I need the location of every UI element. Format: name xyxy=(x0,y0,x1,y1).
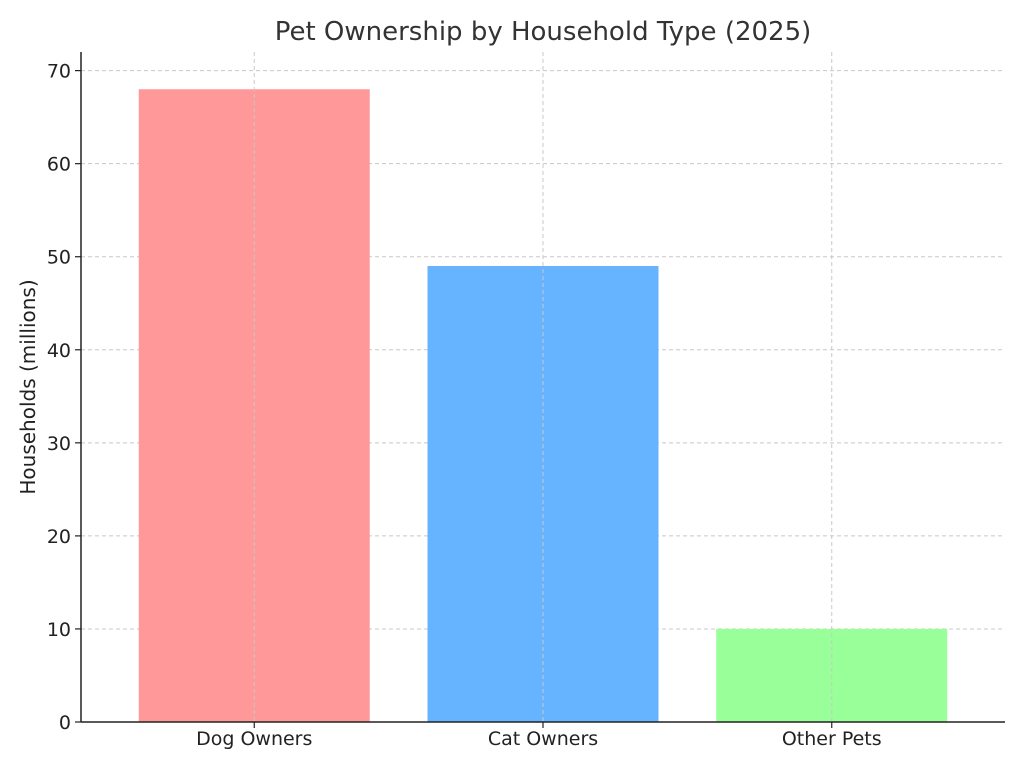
y-axis-label: Households (millions) xyxy=(16,279,40,494)
x-tick-label: Cat Owners xyxy=(488,728,598,750)
y-tick-label: 60 xyxy=(47,154,71,176)
y-tick-label: 10 xyxy=(47,619,71,641)
y-tick-label: 30 xyxy=(47,433,71,455)
y-ticks: 0 10 20 30 40 50 60 70 xyxy=(47,61,81,734)
x-tick-label: Dog Owners xyxy=(196,728,312,750)
y-tick-label: 0 xyxy=(59,712,71,734)
chart-title: Pet Ownership by Household Type (2025) xyxy=(275,17,812,47)
x-tick-label: Other Pets xyxy=(782,728,882,750)
x-ticks: Dog Owners Cat Owners Other Pets xyxy=(196,722,882,750)
y-tick-label: 50 xyxy=(47,247,71,269)
y-tick-label: 20 xyxy=(47,526,71,548)
y-tick-label: 40 xyxy=(47,340,71,362)
y-tick-label: 70 xyxy=(47,61,71,83)
